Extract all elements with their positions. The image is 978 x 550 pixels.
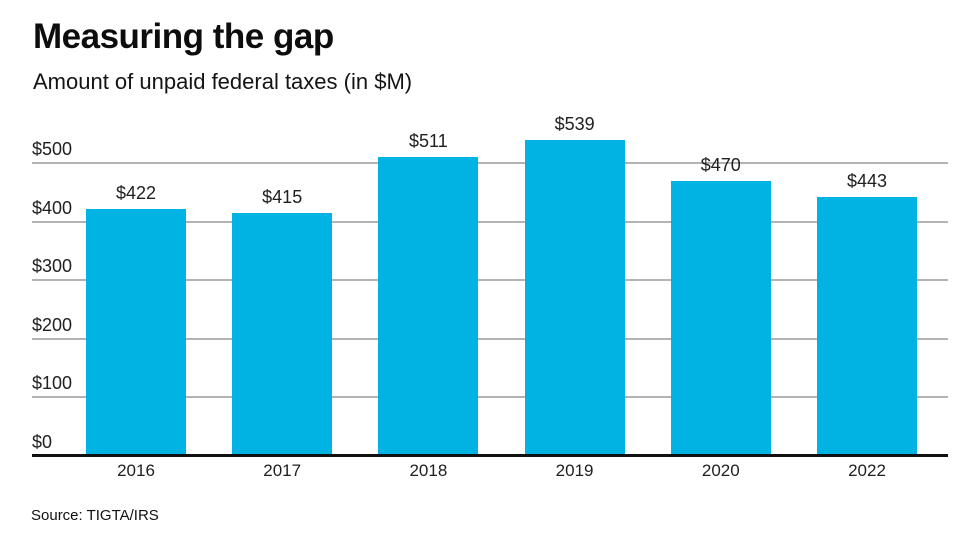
chart-subtitle: Amount of unpaid federal taxes (in $M) (33, 69, 413, 94)
gridline (32, 396, 948, 399)
y-axis-label: $0 (32, 431, 53, 452)
x-axis-label: 2017 (263, 461, 302, 480)
y-axis-label: $300 (32, 256, 73, 277)
bar (232, 212, 333, 457)
x-axis-label: 2022 (848, 461, 886, 480)
x-axis-label: 2019 (555, 461, 594, 480)
bar-value-label: $511 (409, 130, 448, 151)
bar (670, 180, 771, 457)
x-axis-label: 2016 (117, 461, 155, 480)
gridline (32, 220, 948, 223)
bar-value-label: $539 (554, 114, 595, 135)
x-axis-line (32, 454, 948, 457)
bar-value-label: $422 (115, 182, 157, 203)
gridline (32, 337, 948, 340)
gridline (32, 279, 948, 282)
bar-value-label: $470 (700, 154, 741, 175)
y-axis-label: $400 (32, 197, 73, 218)
y-axis-label: $100 (32, 373, 73, 394)
bar-value-label: $443 (846, 170, 888, 191)
source-note: Source: TIGTA/IRS (31, 507, 159, 524)
gridline (32, 162, 948, 165)
chart-title: Measuring the gap (33, 17, 334, 56)
bar (524, 140, 625, 457)
x-axis-label: 2020 (701, 461, 740, 480)
bar (378, 156, 479, 457)
y-axis-label: $500 (32, 139, 73, 160)
x-axis-label: 2018 (409, 461, 448, 480)
bar (817, 196, 917, 457)
bar (86, 208, 186, 457)
y-axis-label: $200 (32, 314, 73, 335)
bar-value-label: $415 (262, 186, 303, 207)
